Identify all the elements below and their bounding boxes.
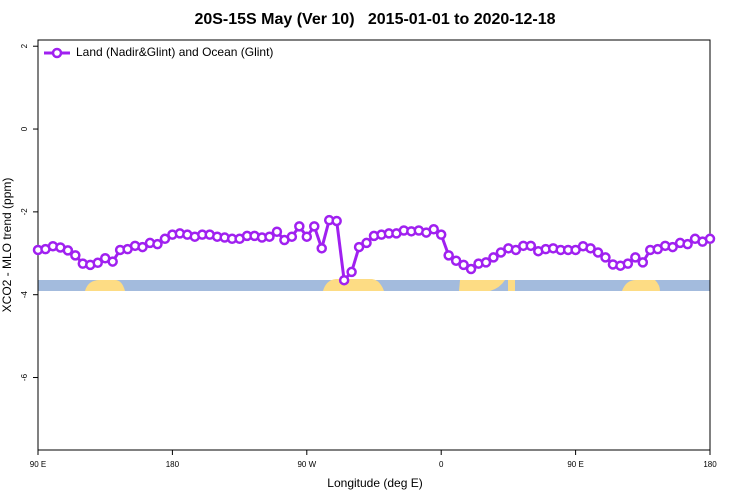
land-patch bbox=[508, 280, 515, 291]
land-patch bbox=[85, 280, 125, 291]
y-axis-label: XCO2 - MLO trend (ppm) bbox=[0, 178, 14, 313]
chart-title: 20S-15S May (Ver 10) 2015-01-01 to 2020-… bbox=[194, 11, 555, 28]
data-point bbox=[667, 241, 678, 253]
data-point bbox=[525, 240, 537, 252]
x-axis-label: Longitude (deg E) bbox=[327, 476, 422, 490]
data-point bbox=[435, 229, 447, 240]
data-point bbox=[428, 224, 439, 235]
land-patch bbox=[622, 280, 660, 291]
data-point bbox=[465, 263, 477, 275]
data-point bbox=[301, 231, 313, 242]
data-point bbox=[637, 257, 649, 268]
data-point bbox=[585, 243, 596, 254]
data-point bbox=[450, 255, 462, 266]
data-point bbox=[622, 258, 634, 269]
x-tick-label: 90 E bbox=[30, 460, 46, 469]
data-point bbox=[92, 257, 103, 269]
data-point bbox=[286, 231, 298, 242]
data-point bbox=[331, 215, 342, 227]
legend-marker bbox=[51, 47, 63, 59]
x-tick-label: 90 E bbox=[567, 460, 583, 469]
data-point bbox=[159, 233, 171, 245]
data-point bbox=[309, 221, 320, 232]
data-point bbox=[361, 237, 372, 249]
data-point bbox=[107, 256, 118, 267]
data-point bbox=[510, 244, 522, 256]
data-point bbox=[458, 259, 469, 271]
x-tick-label: 180 bbox=[703, 460, 717, 469]
data-point bbox=[353, 241, 365, 253]
data-point bbox=[338, 274, 350, 286]
x-tick-label: 0 bbox=[439, 460, 444, 469]
data-point bbox=[443, 250, 454, 261]
land-patch bbox=[323, 279, 384, 291]
data-point bbox=[682, 238, 693, 250]
data-point bbox=[264, 231, 275, 242]
land-ocean-strip bbox=[38, 279, 710, 291]
data-point bbox=[592, 247, 604, 258]
x-tick-label: 90 W bbox=[297, 460, 316, 469]
y-tick-label: -2 bbox=[20, 208, 29, 216]
data-point bbox=[704, 233, 716, 245]
legend-label: Land (Nadir&Glint) and Ocean (Glint) bbox=[76, 45, 273, 59]
data-point bbox=[480, 257, 492, 268]
data-point bbox=[630, 252, 641, 263]
data-point bbox=[70, 250, 81, 261]
data-point bbox=[152, 238, 163, 250]
data-point bbox=[488, 252, 499, 263]
y-tick-label: 2 bbox=[20, 43, 29, 48]
data-point bbox=[316, 243, 327, 254]
data-point bbox=[294, 221, 305, 232]
y-tick-label: -4 bbox=[20, 291, 29, 299]
x-tick-label: 180 bbox=[166, 460, 180, 469]
data-point bbox=[346, 266, 357, 278]
y-tick-label: -6 bbox=[20, 373, 29, 381]
land-patch bbox=[459, 280, 505, 291]
y-tick-label: 0 bbox=[20, 126, 29, 131]
data-point bbox=[271, 226, 283, 237]
data-point bbox=[600, 252, 611, 263]
data-point bbox=[495, 247, 507, 258]
data-point bbox=[137, 241, 148, 253]
data-point bbox=[62, 245, 74, 256]
